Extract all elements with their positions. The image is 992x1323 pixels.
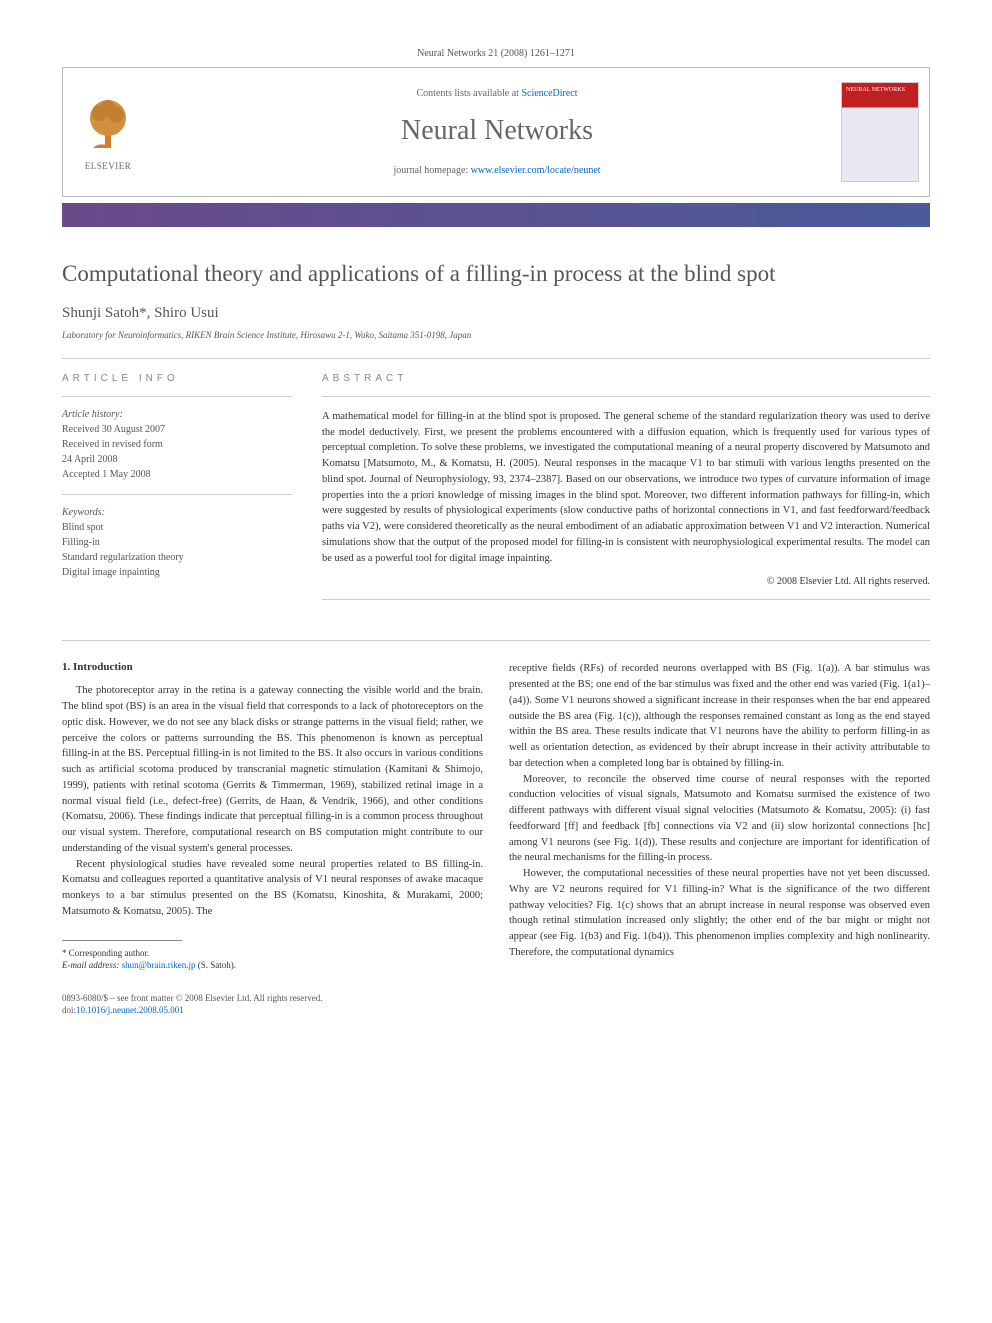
article-title: Computational theory and applications of… (62, 259, 930, 289)
right-column: receptive fields (RFs) of recorded neuro… (509, 661, 930, 971)
corresponding-author-footnote: * Corresponding author. E-mail address: … (62, 947, 483, 972)
body-paragraph: The photoreceptor array in the retina is… (62, 683, 483, 856)
section-heading: 1. Introduction (62, 661, 483, 673)
info-divider (62, 494, 292, 495)
email-label: E-mail address: (62, 960, 122, 970)
elsevier-tree-icon (78, 93, 138, 153)
contents-prefix: Contents lists available at (416, 88, 521, 99)
footer: 0893-6080/$ – see front matter © 2008 El… (62, 992, 930, 1017)
corr-label: * Corresponding author. (62, 947, 483, 960)
journal-header-box: ELSEVIER Contents lists available at Sci… (62, 67, 930, 197)
journal-cover-thumbnail[interactable]: NEURAL NETWORKS (841, 82, 919, 182)
footer-copyright: 0893-6080/$ – see front matter © 2008 El… (62, 992, 930, 1005)
article-info-column: ARTICLE INFO Article history: Received 3… (62, 373, 292, 613)
contents-available-line: Contents lists available at ScienceDirec… (153, 88, 841, 99)
abstract-text: A mathematical model for filling-in at t… (322, 409, 930, 567)
homepage-line: journal homepage: www.elsevier.com/locat… (153, 165, 841, 176)
abstract-column: ABSTRACT A mathematical model for fillin… (322, 373, 930, 613)
history-item: 24 April 2008 (62, 452, 292, 467)
divider (62, 358, 930, 359)
affiliation: Laboratory for Neuroinformatics, RIKEN B… (62, 330, 930, 340)
email-line: E-mail address: shun@brain.riken.jp (S. … (62, 959, 483, 972)
homepage-prefix: journal homepage: (393, 165, 470, 176)
publisher-name: ELSEVIER (71, 161, 145, 171)
history-item: Received 30 August 2007 (62, 422, 292, 437)
info-abstract-row: ARTICLE INFO Article history: Received 3… (62, 373, 930, 613)
header-inner: ELSEVIER Contents lists available at Sci… (63, 68, 929, 196)
history-item: Accepted 1 May 2008 (62, 467, 292, 482)
publisher-logo[interactable]: ELSEVIER (63, 85, 153, 179)
history-label: Article history: (62, 409, 292, 420)
doi-prefix: doi: (62, 1005, 76, 1015)
footnote-divider (62, 940, 182, 941)
info-divider (62, 396, 292, 397)
article-info-heading: ARTICLE INFO (62, 373, 292, 384)
keyword-item: Blind spot (62, 520, 292, 535)
keywords-label: Keywords: (62, 507, 292, 518)
cover-label: NEURAL NETWORKS (846, 87, 905, 93)
doi-link[interactable]: 10.1016/j.neunet.2008.05.001 (76, 1005, 184, 1015)
body-paragraph: receptive fields (RFs) of recorded neuro… (509, 661, 930, 771)
homepage-link[interactable]: www.elsevier.com/locate/neunet (471, 165, 601, 176)
body-paragraph: Moreover, to reconcile the observed time… (509, 772, 930, 867)
history-item: Received in revised form (62, 437, 292, 452)
page-container: Neural Networks 21 (2008) 1261–1271 ELSE… (0, 0, 992, 1057)
journal-name: Neural Networks (153, 115, 841, 147)
keyword-item: Standard regularization theory (62, 550, 292, 565)
body-paragraph: Recent physiological studies have reveal… (62, 857, 483, 920)
header-center: Contents lists available at ScienceDirec… (153, 88, 841, 176)
email-suffix: (S. Satoh). (195, 960, 236, 970)
sciencedirect-link[interactable]: ScienceDirect (521, 88, 577, 99)
divider (62, 640, 930, 641)
left-column: 1. Introduction The photoreceptor array … (62, 661, 483, 971)
gradient-separator-bar (62, 203, 930, 227)
body-two-columns: 1. Introduction The photoreceptor array … (62, 661, 930, 971)
authors: Shunji Satoh*, Shiro Usui (62, 305, 930, 322)
email-link[interactable]: shun@brain.riken.jp (122, 960, 196, 970)
abstract-heading: ABSTRACT (322, 373, 930, 384)
header-citation: Neural Networks 21 (2008) 1261–1271 (62, 48, 930, 59)
copyright-line: © 2008 Elsevier Ltd. All rights reserved… (322, 576, 930, 587)
abstract-divider (322, 396, 930, 397)
footer-doi-line: doi:10.1016/j.neunet.2008.05.001 (62, 1004, 930, 1017)
keyword-item: Digital image inpainting (62, 565, 292, 580)
keyword-item: Filling-in (62, 535, 292, 550)
abstract-divider-bottom (322, 599, 930, 600)
body-paragraph: However, the computational necessities o… (509, 866, 930, 961)
